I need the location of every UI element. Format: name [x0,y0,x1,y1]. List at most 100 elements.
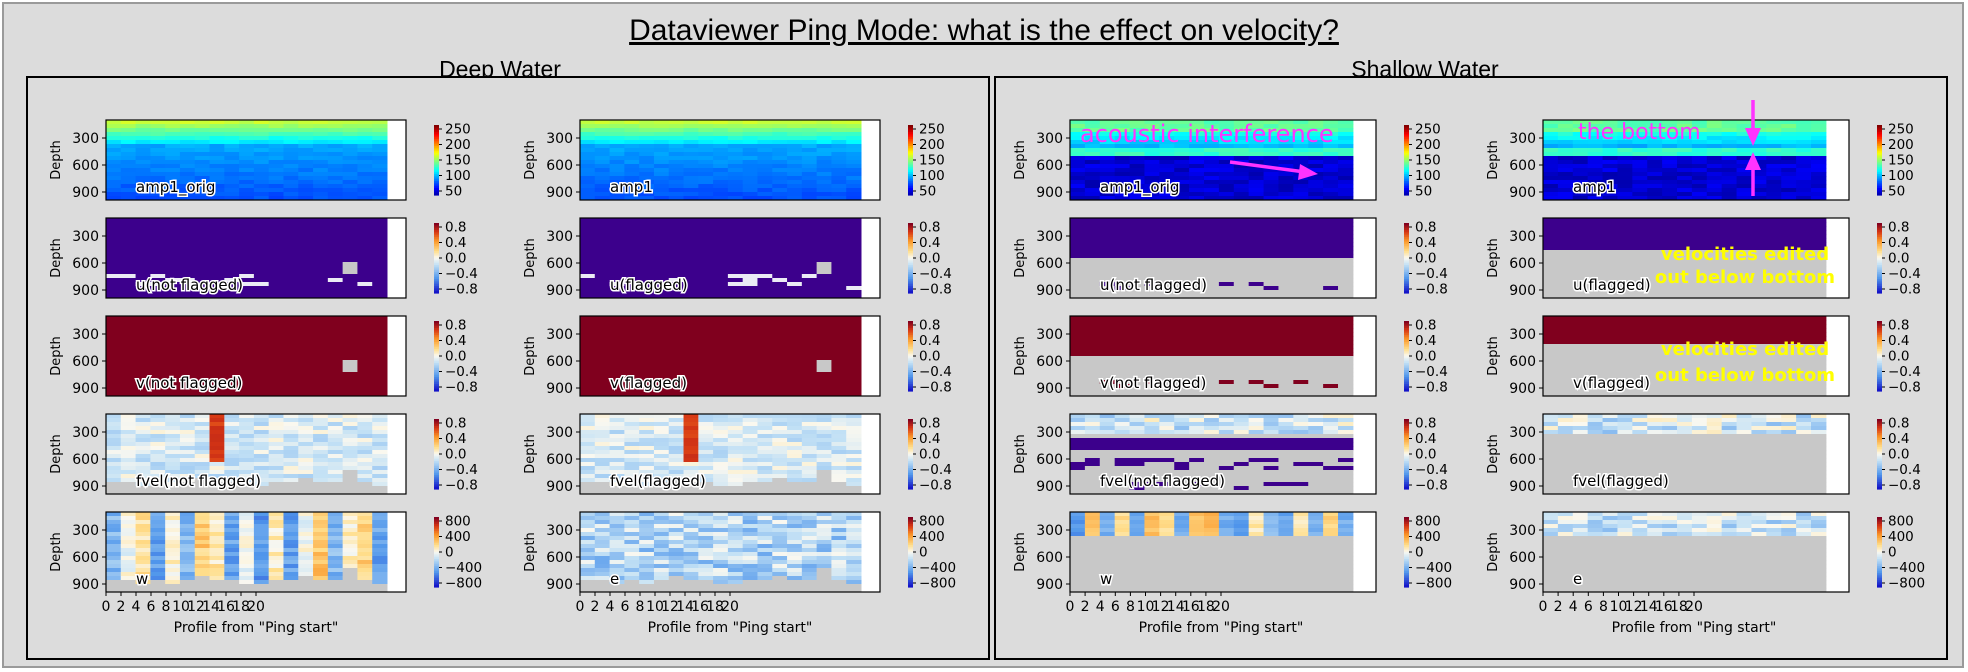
heatmap-cell [357,270,373,275]
heatmap-cell [1159,136,1175,141]
heatmap-cell [668,128,685,133]
heatmap-cell [1662,328,1678,333]
heatmap-cell [653,320,670,325]
heatmap-cell [1766,148,1782,153]
heatmap-cell [179,274,196,279]
colorbar-segment [908,189,913,193]
heatmap-cell [239,120,255,125]
heatmap-cell [1543,328,1559,333]
heatmap-cell [787,324,803,329]
heatmap-cell [1572,188,1589,193]
heatmap-cell [1706,324,1723,329]
heatmap-cell [1543,274,1559,279]
heatmap-cell [165,368,181,373]
heatmap-cell [639,168,655,173]
heatmap-cell [653,168,670,173]
heatmap-cell [1617,282,1633,287]
heatmap-cell [727,188,744,193]
heatmap-cell [1796,160,1812,165]
heatmap-cell [1189,388,1205,393]
heatmap-cell [120,226,137,231]
heatmap-cell [372,290,388,295]
heatmap-cell [313,120,329,125]
heatmap-cell [1647,270,1663,275]
heatmap-cell [698,368,714,373]
heatmap-cell [1572,274,1589,279]
heatmap-cell [1557,152,1574,157]
heatmap-cell [224,392,240,397]
heatmap-cell [1587,332,1604,337]
heatmap-cell [150,234,166,239]
heatmap-cell [298,164,314,169]
colorbar-segment [1877,146,1882,149]
heatmap-cell [713,234,729,239]
heatmap-cell [1796,120,1812,125]
heatmap-cell [1602,332,1618,337]
heatmap-cell [816,336,832,341]
heatmap-cell [1189,316,1205,321]
heatmap-cell [801,132,818,137]
heatmap-cell [787,286,803,291]
colorbar-segment [908,158,913,161]
heatmap-cell [120,172,137,177]
heatmap-cell [357,290,373,295]
heatmap-cell [757,176,773,181]
heatmap-cell [1144,258,1160,263]
heatmap-cell [1736,336,1752,341]
colorbar-segment [434,144,439,147]
heatmap-cell [1338,290,1354,295]
heatmap-cell [1114,384,1131,389]
heatmap-cell [194,246,211,251]
heatmap-cell [106,144,122,149]
heatmap-cell [1278,392,1294,397]
heatmap-cell [1144,254,1160,259]
colorbar-segment [1877,174,1882,177]
heatmap-cell [298,168,314,173]
y-tick-label: 600 [546,256,573,272]
heatmap-cell [801,144,818,149]
heatmap-cell [209,234,225,239]
heatmap-cell [357,136,373,141]
heatmap-cell [653,356,670,361]
colorbar-segment [908,170,913,173]
heatmap-cell [1721,120,1738,125]
heatmap-cell [106,356,122,361]
heatmap-cell [224,286,240,291]
heatmap-cell [1263,270,1279,275]
heatmap-cell [1070,356,1086,361]
colorbar-segment [908,175,913,179]
colorbar-segment [1404,140,1409,144]
colorbar-segment [1404,228,1409,231]
heatmap-cell [594,238,611,243]
heatmap-cell [1248,196,1265,201]
heatmap-cell [1233,184,1250,189]
heatmap-cell [639,324,655,329]
colorbar-segment [908,144,913,147]
colorbar-segment [434,265,439,268]
heatmap-cell [1308,380,1324,385]
heatmap-cell [327,352,344,357]
colorbar-segment [1877,191,1882,194]
heatmap-cell [624,222,640,227]
heatmap-cell [831,184,847,189]
heatmap-cell [224,148,240,153]
heatmap-cell [1662,222,1678,227]
heatmap-cell [1084,218,1101,223]
heatmap-cell [120,242,137,247]
heatmap-cell [698,340,714,345]
heatmap-cell [801,152,818,157]
heatmap-cell [1159,332,1175,337]
heatmap-cell [106,380,122,385]
heatmap-cell [1557,160,1574,165]
heatmap-cell [1338,144,1354,149]
heatmap-cell [846,196,862,201]
heatmap-cell [283,152,299,157]
heatmap-cell [209,274,225,279]
heatmap-cell [1159,124,1175,129]
heatmap-cell [106,290,122,295]
heatmap-cell [1691,234,1708,239]
heatmap-cell [253,380,270,385]
heatmap-cell [831,164,847,169]
heatmap-cell [846,168,862,173]
heatmap-cell [1293,294,1309,299]
